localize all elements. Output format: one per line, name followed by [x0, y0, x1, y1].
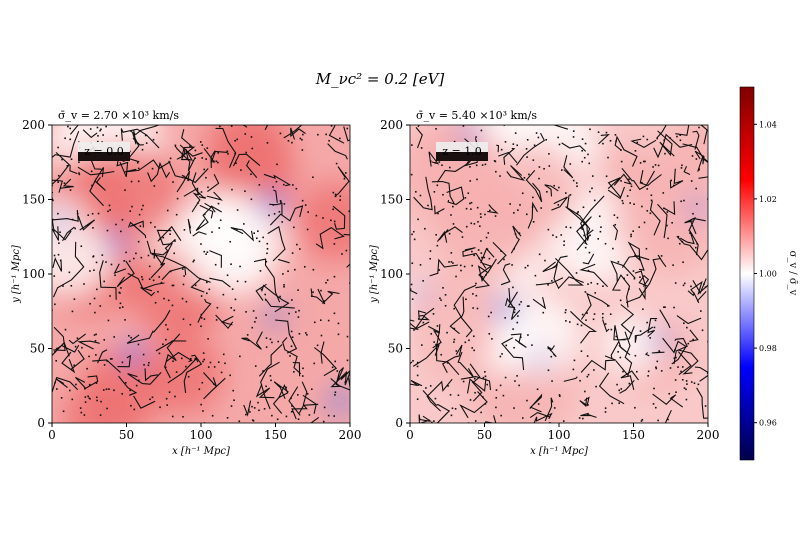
y-tick-label: 100	[380, 267, 403, 281]
y-tick-label: 150	[380, 193, 403, 207]
colorbar-tick-label: 1.00	[759, 270, 777, 279]
y-tick-label: 50	[30, 342, 45, 356]
x-tick-label: 0	[48, 428, 56, 442]
x-tick-label: 50	[477, 428, 492, 442]
x-axis-label: x [h⁻¹ Mpc]	[172, 446, 230, 457]
x-tick-label: 100	[548, 428, 571, 442]
colorbar-tick-label: 0.98	[759, 344, 777, 353]
y-tick-label: 200	[380, 118, 403, 132]
y-axis-label: y [h⁻¹ Mpc]	[11, 245, 22, 304]
x-axis-label: x [h⁻¹ Mpc]	[530, 446, 588, 457]
colorbar-tick-label: 0.96	[759, 419, 777, 428]
x-tick-label: 200	[697, 428, 720, 442]
figure-title: M_νc² = 0.2 [eV]	[315, 70, 445, 88]
panel-subtitle: σ̄_v = 5.40 ×10³ km/s	[416, 109, 537, 122]
y-axis-label: y [h⁻¹ Mpc]	[369, 245, 380, 304]
legend-label: z = 0.0	[84, 145, 124, 158]
colorbar-tick-label: 1.02	[759, 195, 777, 204]
x-tick-label: 100	[190, 428, 213, 442]
legend-label: z = 1.0	[442, 145, 482, 158]
x-tick-label: 150	[622, 428, 645, 442]
panel-0: z = 0.0 σ̄_v = 2.70 ×10³ km/s 0 50 100 150 200…	[11, 109, 362, 457]
panel-subtitle: σ̄_v = 2.70 ×10³ km/s	[58, 109, 179, 122]
colorbar	[739, 86, 755, 461]
y-tick-label: 50	[388, 342, 403, 356]
colorbar-tick-label: 1.04	[759, 120, 777, 129]
legend: z = 0.0	[78, 142, 130, 161]
x-tick-label: 0	[406, 428, 414, 442]
y-tick-label: 150	[22, 193, 45, 207]
legend: z = 1.0	[436, 142, 488, 161]
colorbar-label: σ_v / σ̄_v	[787, 251, 798, 296]
density-contours	[410, 125, 708, 423]
x-tick-label: 50	[119, 428, 134, 442]
y-tick-label: 100	[22, 267, 45, 281]
y-tick-label: 0	[395, 416, 403, 430]
y-tick-label: 200	[22, 118, 45, 132]
x-tick-label: 150	[264, 428, 287, 442]
panel-1: z = 1.0 σ̄_v = 5.40 ×10³ km/s 0 50 100 150 200…	[369, 109, 720, 457]
x-tick-label: 200	[339, 428, 362, 442]
y-tick-label: 0	[37, 416, 45, 430]
